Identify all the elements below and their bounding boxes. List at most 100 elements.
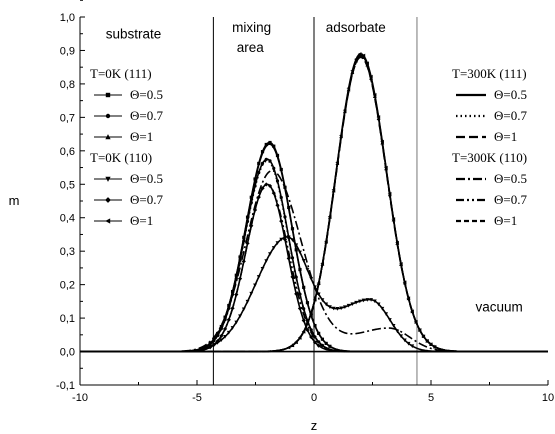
legend-entry-label: Θ=0.7: [494, 108, 527, 123]
series-marker: [380, 306, 385, 311]
series-marker: [406, 341, 411, 346]
series-marker: [219, 338, 224, 343]
series-marker: [275, 241, 280, 245]
series-marker: [320, 298, 325, 302]
series-marker: [272, 144, 276, 148]
y-tick-label: 0,7: [60, 112, 75, 124]
series-marker: [275, 179, 280, 183]
legend-entry-label: Θ=1: [494, 129, 517, 144]
y-tick-label: 0,3: [60, 246, 75, 258]
series-marker: [387, 318, 392, 322]
series-marker: [272, 166, 276, 170]
series-marker: [384, 312, 388, 316]
series-marker: [391, 323, 396, 328]
series-marker: [294, 275, 298, 279]
series-marker: [230, 326, 235, 330]
legend-entry-label: Θ=1: [130, 129, 153, 144]
series-marker: [260, 161, 265, 165]
region-label: vacuum: [475, 299, 522, 314]
series-marker: [105, 197, 111, 203]
series-marker: [234, 320, 239, 325]
series-marker: [282, 237, 288, 242]
region-label: area: [237, 40, 265, 55]
series-marker: [268, 252, 272, 256]
x-tick-label: 5: [428, 392, 434, 404]
series-marker: [211, 342, 216, 347]
series-marker: [253, 283, 257, 288]
x-tick-label: -10: [72, 392, 88, 404]
y-tick-label: 0,6: [60, 146, 75, 158]
legend: T=0K (111) Θ=0.5 Θ=0.7 Θ=1 T=0K (110) Θ=0.5 Θ=…: [90, 66, 527, 228]
legend-group-title: T=0K (110): [90, 150, 152, 165]
y-tick-label: 0,1: [60, 313, 75, 325]
y-axis-label: m: [9, 193, 20, 208]
legend-entry-label: Θ=0.5: [494, 171, 527, 186]
series-marker: [105, 92, 111, 98]
series-marker: [260, 266, 265, 271]
series-marker: [264, 157, 268, 161]
series-marker: [324, 302, 329, 307]
tick-labels: -0,1 0,0 0,1 0,2 0,3 0,4 0,5 0,6 0,7 0,8 0,9 1,0 -10…: [56, 0, 554, 404]
y-tick-label: 0,8: [60, 79, 75, 91]
series-marker: [305, 268, 310, 272]
y-tick-label: 1,0: [60, 12, 75, 24]
series-marker: [249, 291, 254, 296]
series-marker: [279, 195, 283, 200]
region-annotations: substrate mixing area adsorbate vacuum: [106, 20, 523, 314]
series-marker: [354, 300, 359, 305]
series-marker: [264, 259, 269, 263]
series-marker: [219, 333, 224, 339]
region-label: substrate: [106, 27, 162, 42]
series-marker: [105, 218, 111, 224]
y-tick-label: -0,1: [56, 380, 75, 392]
series-marker: [361, 298, 366, 303]
series-marker: [357, 299, 362, 304]
y-tick-label: 0,2: [60, 280, 75, 292]
series-marker: [361, 53, 366, 58]
series-marker: [331, 306, 336, 311]
series-marker: [286, 235, 291, 240]
series-marker: [357, 52, 362, 56]
series-marker: [279, 219, 284, 224]
series-marker: [376, 302, 381, 307]
legend-entry-label: Θ=0.5: [130, 171, 163, 186]
series-marker: [237, 276, 243, 281]
series-marker: [298, 250, 302, 255]
series-marker: [410, 344, 415, 349]
legend-entry-label: Θ=0.5: [494, 87, 527, 102]
series-marker: [399, 334, 403, 339]
series-marker: [335, 307, 340, 311]
series-marker: [271, 246, 276, 250]
series-marker: [105, 176, 111, 182]
series-marker: [241, 307, 246, 312]
region-label: mixing: [232, 20, 271, 35]
series-marker: [264, 142, 268, 147]
y-tick-label: 0,9: [60, 45, 75, 57]
x-tick-label: 0: [311, 392, 317, 404]
series-marker: [279, 237, 284, 242]
series-marker: [395, 329, 400, 334]
series-marker: [369, 298, 374, 302]
series-marker: [339, 306, 344, 311]
series-marker: [398, 261, 403, 266]
series-marker: [301, 259, 306, 263]
x-tick-label: 10: [542, 392, 554, 404]
series-marker: [346, 303, 351, 308]
series-marker: [105, 134, 111, 140]
legend-entry-label: Θ=0.5: [130, 87, 163, 102]
series-marker: [223, 334, 227, 339]
legend-group-title: T=0K (111): [90, 66, 152, 81]
y-tick-label: 0,0: [60, 347, 75, 359]
series-marker: [350, 302, 355, 307]
series-marker: [241, 259, 246, 264]
series-marker: [249, 223, 254, 228]
legend-entry-label: Θ=0.7: [494, 192, 527, 207]
legend-entry-label: Θ=1: [130, 213, 153, 228]
series-line: [80, 183, 548, 353]
series-marker: [402, 338, 407, 343]
series-marker: [372, 299, 377, 304]
series-marker: [365, 298, 370, 302]
legend-group-title: T=300K (110): [452, 150, 527, 165]
series-marker: [342, 305, 347, 310]
